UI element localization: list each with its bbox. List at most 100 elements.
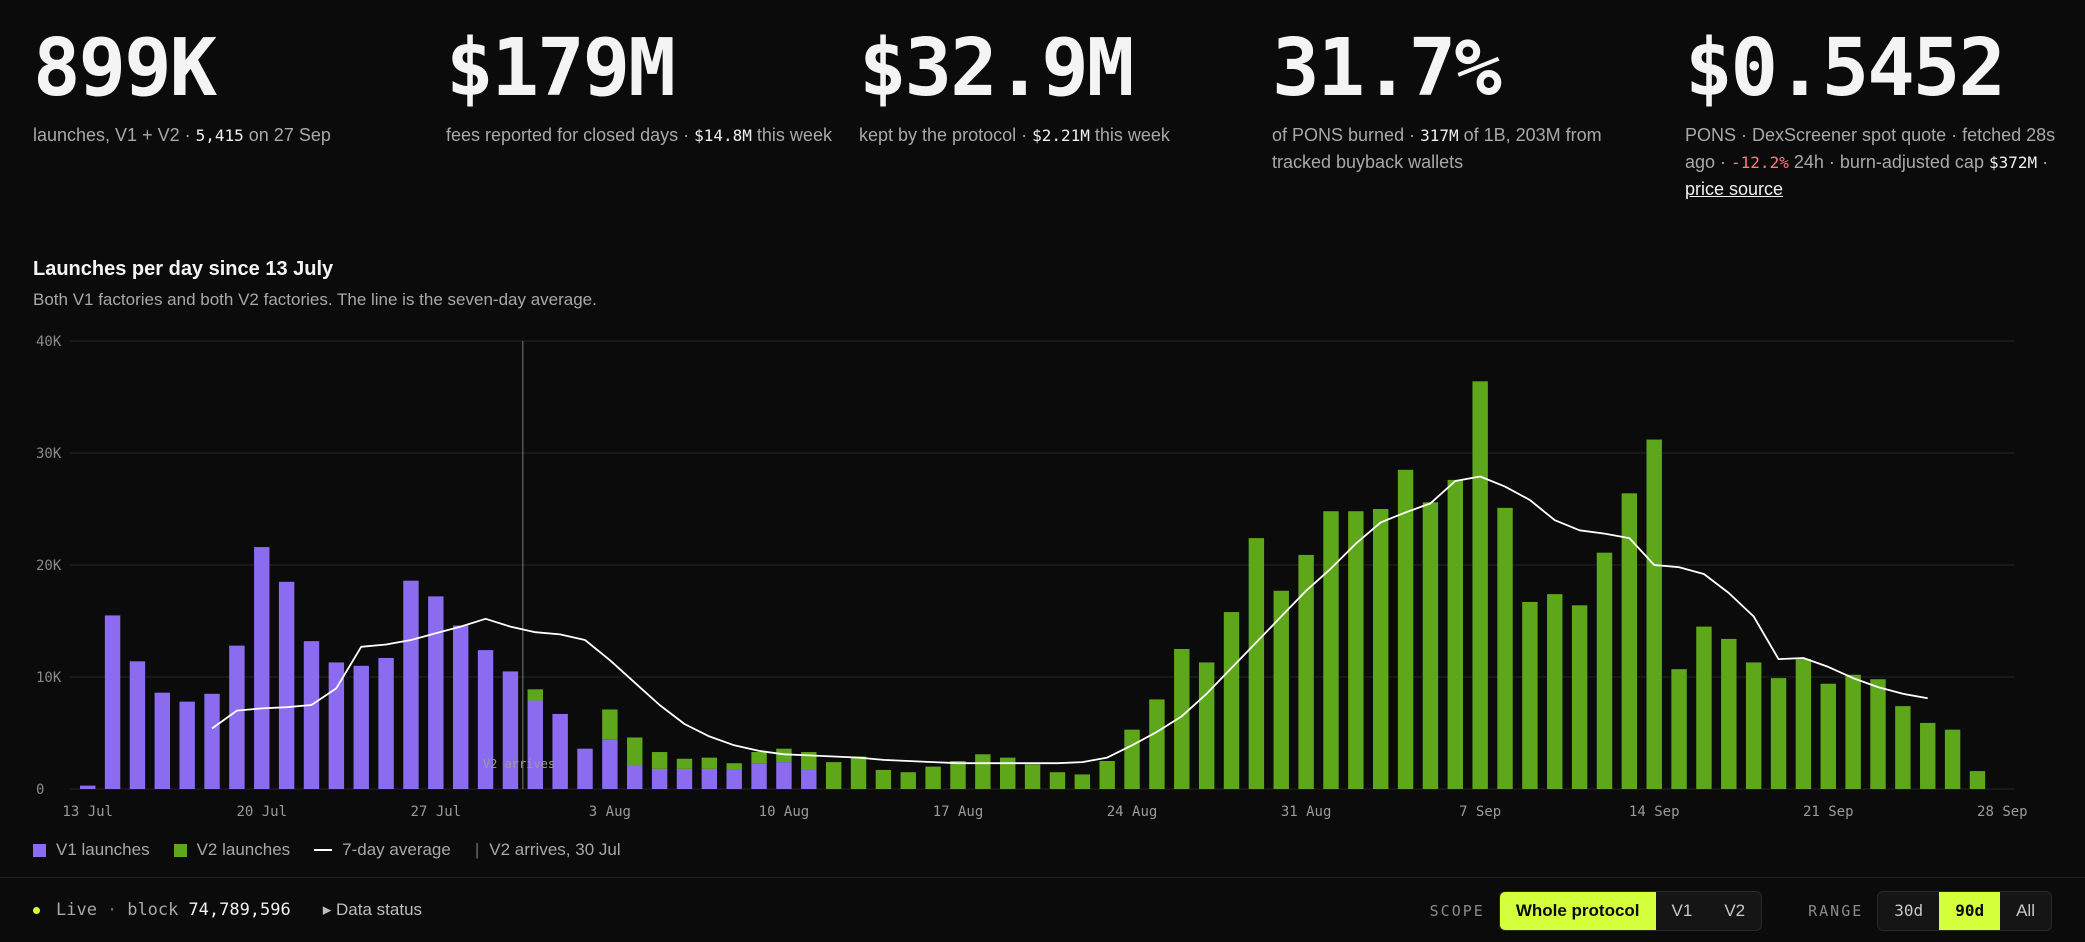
bar-v2: [1870, 679, 1886, 789]
kpi-desc-part: $14.8M: [694, 126, 752, 145]
kpi-desc-part: kept by the protocol ·: [859, 125, 1033, 145]
controls: SCOPE Whole protocol V1 V2 RANGE 30d 90d…: [1430, 891, 2052, 931]
marker-glyph: |: [474, 840, 480, 859]
bar-v2: [602, 709, 618, 740]
bar-v2: [1696, 626, 1712, 789]
bar-v2: [1497, 507, 1513, 789]
range-30d[interactable]: 30d: [1894, 901, 1924, 920]
range-selector: 30d 90d All: [1877, 891, 2052, 931]
legend-avg: 7-day average: [314, 840, 451, 860]
bar-v2: [751, 752, 767, 764]
legend-label: 7-day average: [342, 840, 451, 859]
bar-v1: [452, 625, 469, 789]
kpi-fees: $179M fees reported for closed days · $1…: [446, 22, 836, 149]
bar-v2: [1149, 699, 1165, 789]
kpi-desc-part: 5,415: [195, 126, 244, 145]
bar-v2: [1124, 729, 1140, 789]
live-dot-icon: [33, 906, 40, 914]
range-90d[interactable]: 90d: [1939, 892, 2001, 930]
kpi-desc-part: PONS · DexScreener spot quote · fetched …: [1685, 125, 2056, 172]
bar-v1: [278, 581, 295, 789]
kpi-value: 31.7%: [1272, 22, 1502, 114]
bar-v2: [776, 748, 792, 763]
x-tick-label: 24 Aug: [1107, 804, 1158, 820]
x-tick-label: 7 Sep: [1459, 804, 1501, 820]
seven-day-average-line: [211, 475, 1928, 765]
bar-v2: [950, 761, 966, 789]
bar-v1: [627, 765, 643, 789]
range-label: RANGE: [1808, 902, 1864, 920]
chart-legend: V1 launches V2 launches 7-day average | …: [33, 840, 621, 860]
legend-swatch: [173, 843, 187, 857]
y-tick-label: 40K: [36, 334, 62, 350]
bar-v2: [1000, 757, 1016, 789]
bar-v2: [1248, 538, 1265, 789]
kpi-desc-part: of 1B, 203M from tracked buyback wallets: [1272, 125, 1602, 172]
scope-selector: Whole protocol V1 V2: [1498, 891, 1763, 931]
price-source-link[interactable]: price source: [1685, 179, 1784, 199]
kpi-burned: 31.7% of PONS burned · 317M of 1B, 203M …: [1272, 22, 1632, 176]
block-number: 74,789,596: [188, 900, 291, 920]
bar-v2: [975, 754, 991, 789]
bar-v2: [1646, 439, 1662, 789]
bar-v2: [1671, 669, 1687, 789]
footer-bar: Live · block 74,789,596 ▸ Data status SC…: [0, 877, 2085, 942]
bar-v2: [1920, 722, 1936, 789]
bar-v1: [229, 645, 245, 789]
x-tick-label: 14 Sep: [1629, 804, 1680, 820]
x-tick-label: 3 Aug: [589, 804, 631, 820]
kpi-price: $0.5452 PONS · DexScreener spot quote · …: [1685, 22, 2065, 203]
bar-v1: [129, 661, 146, 789]
x-tick-label: 27 Jul: [411, 804, 462, 820]
kpi-kept: $32.9M kept by the protocol · $2.21M thi…: [859, 22, 1249, 149]
bar-v2: [1745, 662, 1762, 789]
bar-v2: [1895, 706, 1911, 789]
bar-v2: [676, 758, 693, 769]
bar-v2: [1223, 612, 1240, 789]
bar-v2: [825, 762, 842, 789]
bar-v2: [1820, 683, 1836, 789]
bar-v2: [1273, 590, 1289, 789]
scope-whole-protocol[interactable]: Whole protocol: [1499, 892, 1656, 930]
x-tick-label: 28 Sep: [1977, 804, 2028, 820]
data-status-toggle[interactable]: ▸ Data status: [323, 900, 422, 920]
bar-v1: [552, 713, 568, 789]
bar-v2: [875, 769, 892, 789]
chart-title: Launches per day since 13 July: [33, 258, 334, 280]
kpi-desc: kept by the protocol · $2.21M this week: [859, 122, 1249, 149]
scope-v2[interactable]: V2: [1724, 901, 1746, 920]
scope-v1[interactable]: V1: [1671, 901, 1693, 920]
x-tick-label: 31 Aug: [1281, 804, 1332, 820]
kpi-value: 899K: [33, 22, 217, 114]
legend-marker: | V2 arrives, 30 Jul: [475, 840, 621, 860]
launches-chart: 0 10K 20K 30K 40K V2 arrives 13 Jul 20 Jul 27 Ju…: [36, 334, 2028, 820]
bar-v1: [701, 768, 718, 789]
bar-v2: [1198, 662, 1215, 789]
bar-v2: [1447, 479, 1464, 789]
block-label: block: [127, 900, 179, 920]
range-all[interactable]: All: [2016, 901, 2035, 920]
bar-v2: [1174, 649, 1190, 789]
kpi-desc: of PONS burned · 317M of 1B, 203M from t…: [1272, 122, 1632, 176]
legend-label: V1 launches: [56, 840, 150, 859]
kpi-value: $0.5452: [1685, 22, 2006, 114]
bar-v1: [353, 665, 369, 789]
bar-v1: [751, 763, 767, 789]
bar-v2: [850, 756, 867, 789]
x-tick-label: 17 Aug: [933, 804, 984, 820]
kpi-row: 899K launches, V1 + V2 · 5,415 on 27 Sep…: [33, 22, 2063, 202]
bar-v1: [80, 785, 96, 789]
bar-v2: [1074, 774, 1091, 789]
kpi-desc-part: $2.21M: [1032, 126, 1090, 145]
y-tick-label: 10K: [36, 670, 62, 686]
bar-v1: [527, 700, 543, 789]
x-tick-label: 21 Sep: [1803, 804, 1854, 820]
bar-v2: [1621, 493, 1638, 789]
bar-v1: [403, 580, 419, 789]
kpi-desc-part: 317M: [1420, 126, 1459, 145]
bar-v2: [1845, 674, 1861, 789]
legend-label: V2 arrives, 30 Jul: [489, 840, 621, 859]
bar-v2: [1770, 678, 1787, 789]
bar-v1: [726, 769, 742, 789]
legend-v1: V1 launches: [33, 840, 150, 860]
